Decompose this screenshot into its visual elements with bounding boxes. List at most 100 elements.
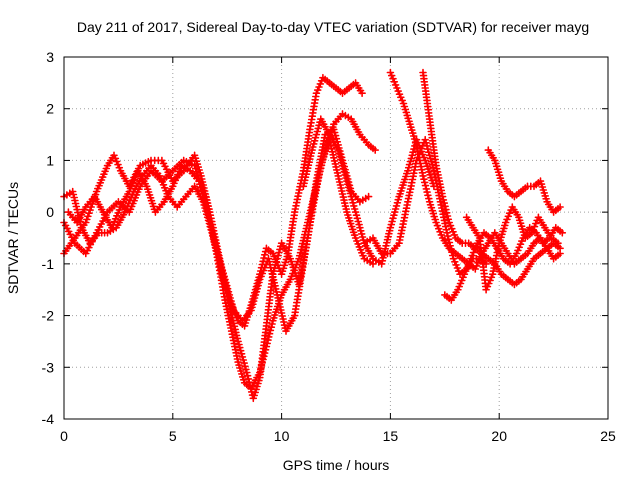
- data-point: [224, 288, 233, 296]
- data-point: [234, 337, 242, 346]
- series-track-10: [462, 203, 562, 294]
- data-point: [280, 261, 289, 270]
- data-point: [343, 208, 351, 216]
- data-point: [357, 227, 365, 235]
- data-point: [270, 314, 278, 322]
- data-point: [429, 179, 437, 188]
- data-point: [216, 257, 224, 265]
- data-point: [343, 177, 351, 185]
- data-point: [247, 306, 255, 315]
- data-point: [356, 246, 365, 254]
- data-point: [219, 269, 228, 277]
- data-point: [426, 171, 434, 179]
- data-point: [337, 155, 345, 164]
- data-point: [491, 156, 499, 165]
- data-point: [276, 245, 284, 254]
- data-point: [215, 253, 223, 262]
- data-point: [503, 215, 511, 224]
- data-point: [253, 284, 261, 293]
- data-point: [402, 172, 410, 181]
- data-point: [516, 219, 525, 227]
- data-point: [192, 168, 201, 176]
- series-track-1: [60, 73, 366, 330]
- data-point: [403, 111, 411, 120]
- data-point: [196, 180, 204, 188]
- data-point: [395, 90, 404, 98]
- data-point: [432, 218, 440, 227]
- data-point: [344, 211, 352, 219]
- data-point: [236, 343, 244, 352]
- data-point: [317, 161, 325, 170]
- data-point: [82, 218, 90, 227]
- x-axis-label: GPS time / hours: [283, 457, 390, 473]
- data-point: [234, 358, 242, 366]
- data-point: [537, 180, 546, 188]
- data-point: [387, 220, 396, 229]
- data-point: [358, 89, 366, 97]
- data-point: [401, 175, 409, 184]
- data-point: [249, 297, 258, 305]
- data-point: [496, 174, 505, 182]
- data-point: [250, 294, 259, 302]
- data-point: [255, 376, 263, 385]
- data-point: [272, 308, 280, 316]
- data-point: [336, 152, 344, 161]
- data-point: [389, 214, 397, 223]
- data-point: [556, 244, 564, 253]
- data-point: [239, 376, 248, 384]
- data-point: [429, 209, 438, 218]
- data-point: [440, 199, 449, 207]
- data-point: [275, 248, 283, 257]
- data-point: [405, 160, 414, 169]
- data-point: [388, 217, 396, 226]
- data-point: [431, 215, 439, 224]
- series-line: [63, 76, 363, 327]
- data-point: [401, 105, 410, 114]
- data-point: [492, 162, 501, 171]
- data-point: [364, 192, 373, 201]
- data-point: [227, 297, 235, 305]
- data-point: [86, 206, 94, 214]
- data-point: [426, 201, 435, 209]
- data-point: [191, 154, 200, 162]
- data-point: [436, 228, 444, 236]
- data-point: [289, 263, 297, 272]
- data-point: [222, 278, 230, 287]
- data-point: [341, 202, 350, 210]
- series-track-9: [484, 146, 564, 216]
- data-point: [400, 178, 408, 187]
- data-point: [359, 236, 368, 244]
- data-point: [539, 186, 548, 194]
- data-point: [407, 123, 415, 131]
- data-point: [392, 202, 401, 210]
- data-point: [498, 230, 506, 239]
- data-point: [248, 303, 256, 312]
- data-point: [347, 192, 355, 201]
- data-point: [251, 388, 259, 397]
- data-point: [517, 222, 526, 230]
- data-point: [536, 177, 545, 185]
- data-point: [422, 139, 430, 147]
- data-point: [493, 165, 502, 174]
- y-tick-label: -1: [42, 256, 55, 272]
- data-point: [252, 288, 261, 296]
- data-point: [274, 251, 282, 260]
- data-point: [313, 127, 322, 136]
- data-point: [409, 132, 418, 140]
- data-point: [226, 294, 234, 302]
- x-tick-label: 10: [274, 428, 290, 444]
- x-tick-label: 25: [600, 428, 616, 444]
- data-point: [194, 171, 202, 179]
- data-point: [394, 195, 402, 204]
- data-point: [148, 199, 157, 208]
- data-point: [425, 194, 433, 203]
- data-point: [83, 215, 91, 224]
- data-point: [271, 311, 279, 319]
- data-point: [497, 233, 505, 242]
- data-point: [142, 182, 151, 191]
- data-point: [409, 129, 417, 137]
- x-tick-label: 0: [60, 428, 68, 444]
- data-point: [309, 143, 317, 151]
- data-point: [427, 203, 436, 212]
- y-tick-label: 1: [46, 152, 54, 168]
